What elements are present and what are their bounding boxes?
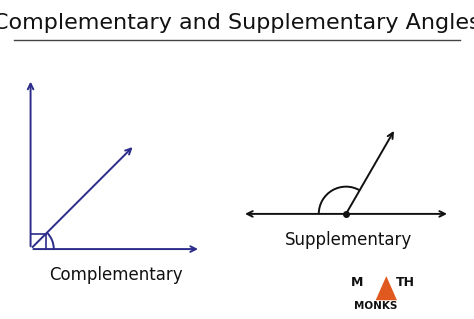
Text: M: M: [351, 276, 363, 289]
Text: Complementary: Complementary: [49, 266, 182, 284]
Polygon shape: [375, 276, 397, 300]
Text: Complementary and Supplementary Angles: Complementary and Supplementary Angles: [0, 13, 474, 33]
Text: Supplementary: Supplementary: [285, 231, 412, 249]
Text: MONKS: MONKS: [354, 301, 398, 311]
Text: TH: TH: [396, 276, 415, 289]
